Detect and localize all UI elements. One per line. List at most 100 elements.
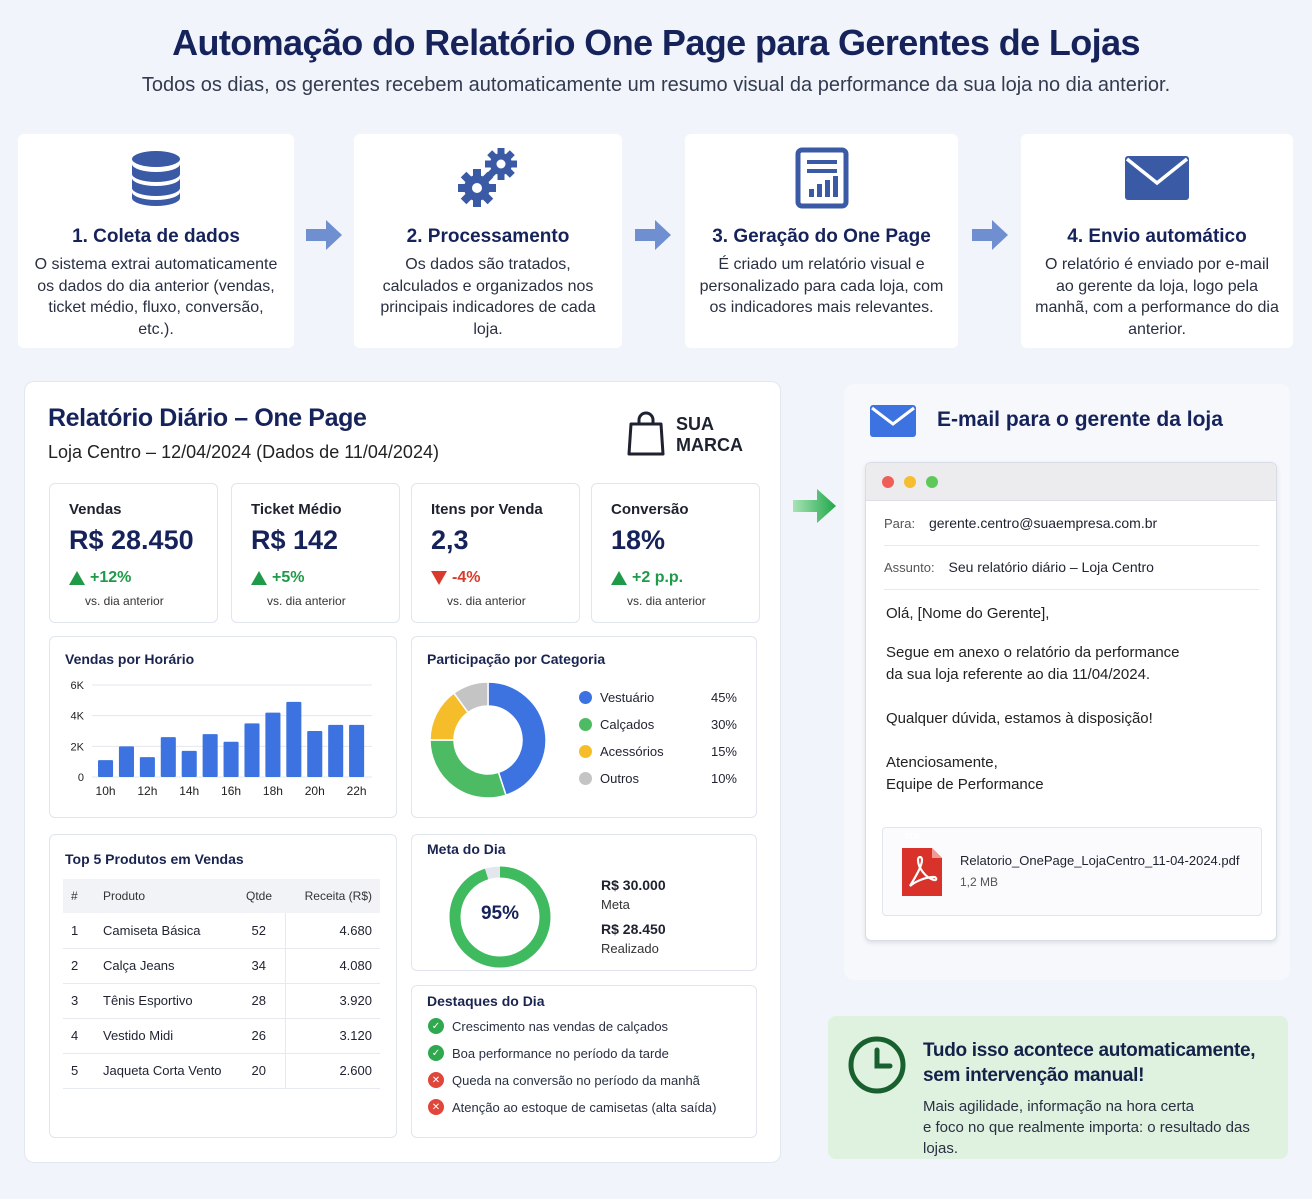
kpi-value: 2,3 xyxy=(431,525,469,555)
kpi-card-items: Itens por Venda 2,3 -4% vs. dia anterior xyxy=(411,483,580,623)
highlight-item: ✓ Crescimento nas vendas de calçados xyxy=(428,1018,668,1034)
qty-cell: 52 xyxy=(233,913,286,949)
table-row: 4 Vestido Midi 26 3.120 xyxy=(63,1018,380,1054)
product-cell: Jaqueta Corta Vento xyxy=(95,1053,233,1089)
slice-vestuário xyxy=(487,681,547,797)
page-subtitle: Todos os dias, os gerentes recebem autom… xyxy=(141,74,1171,96)
rank-cell: 3 xyxy=(63,983,95,1019)
banner-title: Tudo isso acontece automaticamente, sem … xyxy=(923,1038,1256,1088)
legend-label: Vestuário xyxy=(600,690,655,705)
kpi-label: Ticket Médio xyxy=(251,501,342,518)
x-circle-icon: ✕ xyxy=(428,1099,444,1115)
close-dot[interactable] xyxy=(882,476,894,488)
rank-cell: 2 xyxy=(63,948,95,984)
kpi-compare: vs. dia anterior xyxy=(447,594,526,608)
banner-text: Mais agilidade, informação na hora certa… xyxy=(923,1096,1288,1159)
kpi-change-value: -4% xyxy=(452,569,481,586)
slice-calçados xyxy=(429,739,507,799)
step-card-generate: 3. Geração do One Page É criado um relat… xyxy=(685,134,958,348)
triangle-up-icon xyxy=(69,571,85,585)
to-address[interactable]: gerente.centro@suaempresa.com.br xyxy=(928,515,1158,531)
bar-20h xyxy=(307,731,323,777)
top-products-card: Top 5 Produtos em Vendas # Produto Qtde … xyxy=(49,834,397,1138)
highlights-title: Destaques do Dia xyxy=(427,993,545,1009)
legend-dot xyxy=(579,718,592,731)
step-title: 4. Envio automático xyxy=(1067,226,1247,247)
category-card: Participação por Categoria Vestuário 45% C… xyxy=(411,636,757,818)
banner-text-line: e foco no que realmente importa: o resul… xyxy=(923,1119,1250,1157)
col-header: Qtde xyxy=(233,879,285,913)
revenue-cell: 2.600 xyxy=(285,1053,380,1089)
legend-percent: 15% xyxy=(710,744,737,759)
highlight-item: ✓ Boa performance no período da tarde xyxy=(428,1045,669,1061)
rank-cell: 4 xyxy=(63,1018,95,1054)
goal-target-label: Meta xyxy=(601,897,630,912)
envelope-icon xyxy=(870,405,916,437)
revenue-cell: 4.680 xyxy=(285,913,380,949)
qty-cell: 26 xyxy=(233,1018,286,1054)
y-tick-label: 6K xyxy=(71,680,85,692)
bar-16h xyxy=(223,741,239,777)
attachment-size: 1,2 MB xyxy=(960,875,999,889)
triangle-up-icon xyxy=(251,571,267,585)
bar-14h xyxy=(181,750,197,777)
triangle-down-icon xyxy=(431,571,447,585)
email-window: Para: gerente.centro@suaempresa.com.br A… xyxy=(865,462,1277,941)
x-tick-label: 12h xyxy=(137,784,157,798)
y-tick-label: 0 xyxy=(78,772,84,784)
kpi-change: -4% xyxy=(431,569,480,587)
kpi-value: 18% xyxy=(611,525,666,555)
minimize-dot[interactable] xyxy=(904,476,916,488)
arrow-right-icon xyxy=(635,220,671,250)
pdf-file-icon xyxy=(902,848,942,896)
shopping-bag-icon xyxy=(627,411,665,456)
chart-title: Participação por Categoria xyxy=(427,651,606,667)
top-products-table: # Produto Qtde Receita (R$) 1 Camiseta Bá… xyxy=(63,879,380,1089)
banner-title-line: sem intervenção manual! xyxy=(923,1065,1145,1086)
bar-15h xyxy=(202,734,218,777)
step-text: É criado um relatório visual e personali… xyxy=(699,256,944,316)
rank-cell: 1 xyxy=(63,913,95,949)
maximize-dot[interactable] xyxy=(926,476,938,488)
kpi-change-value: +5% xyxy=(272,569,305,586)
product-cell: Tênis Esportivo xyxy=(95,983,233,1019)
rank-cell: 5 xyxy=(63,1053,95,1089)
bar-17h xyxy=(244,723,260,777)
divider xyxy=(884,545,1259,546)
bar-11h xyxy=(118,746,134,777)
kpi-compare: vs. dia anterior xyxy=(627,594,706,608)
email-to-row: Para: gerente.centro@suaempresa.com.br xyxy=(884,515,1259,531)
pdf-icon-label: PDF xyxy=(905,832,921,841)
goal-actual-value: R$ 28.450 xyxy=(601,921,666,937)
legend-dot xyxy=(579,745,592,758)
table-row: 5 Jaqueta Corta Vento 20 2.600 xyxy=(63,1053,380,1089)
email-attachment[interactable]: PDF Relatorio_OnePage_LojaCentro_11-04-2… xyxy=(882,827,1262,916)
chart-title: Vendas por Horário xyxy=(65,651,195,667)
bar-13h xyxy=(160,737,176,777)
x-circle-icon: ✕ xyxy=(428,1072,444,1088)
kpi-compare: vs. dia anterior xyxy=(267,594,346,608)
product-cell: Calça Jeans xyxy=(95,948,233,984)
highlight-text: Crescimento nas vendas de calçados xyxy=(452,1018,669,1034)
attachment-name[interactable]: Relatorio_OnePage_LojaCentro_11-04-2024.… xyxy=(960,853,1240,868)
kpi-compare: vs. dia anterior xyxy=(85,594,164,608)
sales-by-hour-chart: 0 2K 4K 6K 10h 12h 14h 16h 18h 20h 22h xyxy=(71,680,372,798)
legend-percent: 30% xyxy=(710,717,737,732)
legend-dot xyxy=(579,691,592,704)
kpi-change: +12% xyxy=(69,569,131,587)
highlight-text: Atenção ao estoque de camisetas (alta sa… xyxy=(452,1099,717,1115)
col-header: # xyxy=(63,879,95,913)
kpi-label: Itens por Venda xyxy=(431,501,543,518)
x-tick-label: 10h xyxy=(96,784,116,798)
revenue-cell: 3.120 xyxy=(285,1018,380,1054)
check-circle-icon: ✓ xyxy=(428,1045,444,1061)
bar-19h xyxy=(286,701,302,777)
subject-text: Seu relatório diário – Loja Centro xyxy=(948,559,1154,575)
report-panel: Relatório Diário – One Page Loja Centro … xyxy=(24,381,781,1163)
arrow-right-icon xyxy=(306,220,342,250)
table-row: 2 Calça Jeans 34 4.080 xyxy=(63,948,380,984)
goal-target-value: R$ 30.000 xyxy=(601,877,666,893)
divider xyxy=(884,589,1259,590)
email-panel-title: E-mail para o gerente da loja xyxy=(937,408,1223,431)
qty-cell: 34 xyxy=(233,948,286,984)
